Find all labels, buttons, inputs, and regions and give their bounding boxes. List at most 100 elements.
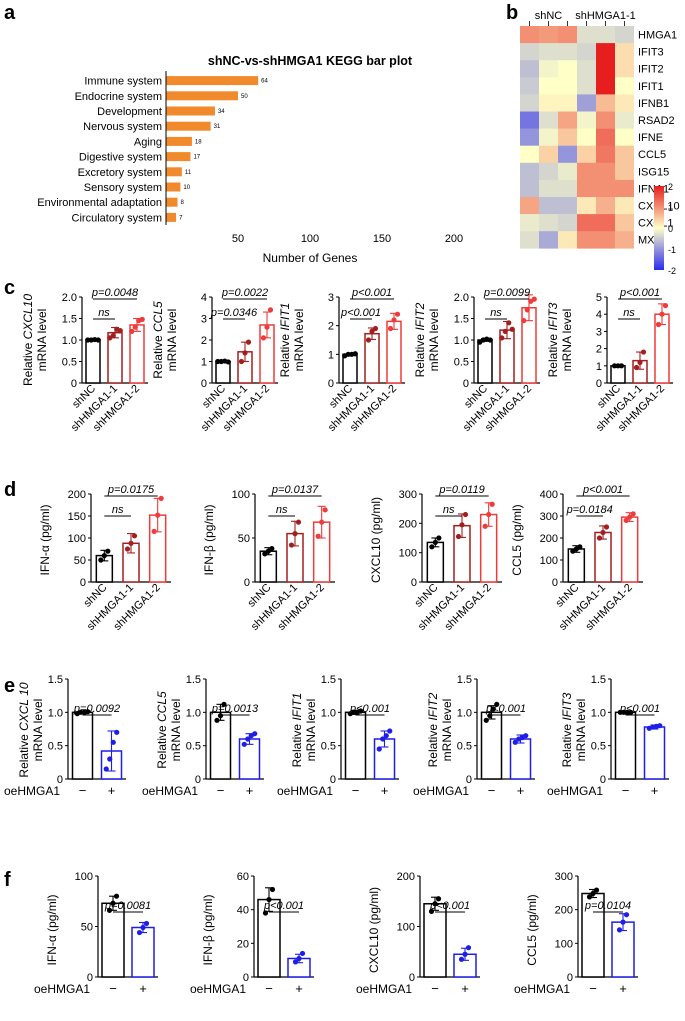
data-point: [531, 296, 537, 302]
y-axis-title-line1: Relative CCL5: [151, 301, 165, 379]
data-point: [262, 910, 269, 916]
data-point: [499, 335, 505, 341]
data-point: [140, 924, 146, 931]
heatmap-cell: [520, 197, 539, 215]
data-point: [383, 733, 389, 739]
group-title-oehmga1: oeHMGA1: [4, 784, 60, 798]
data-point: [103, 766, 109, 772]
heatmap-gene-label: IFIT1: [638, 81, 664, 93]
significance-label: p<0.001: [485, 703, 526, 715]
data-point: [260, 335, 267, 341]
group-sign: +: [295, 981, 303, 996]
significance-label: ns: [623, 307, 635, 319]
data-point: [494, 701, 500, 707]
data-point: [352, 351, 358, 357]
panel-label-d: d: [4, 479, 16, 501]
y-tick-label: 400: [540, 489, 558, 501]
data-point: [600, 529, 606, 536]
panel-a-kegg-bar-chart: shNC-vs-shHMGA1 KEGG bar plot Immune syst…: [37, 54, 463, 265]
y-axis-title-line2: mRNA level: [165, 309, 179, 372]
y-axis-title-line2: mRNA level: [292, 309, 306, 372]
heatmap-cell: [539, 60, 558, 78]
heatmap-cell: [596, 94, 615, 112]
y-tick-label: 40: [237, 905, 249, 917]
data-point: [655, 321, 662, 328]
data-point: [659, 311, 665, 317]
heatmap-cell: [558, 26, 577, 44]
y-axis-title-gene: CCL5: [155, 691, 169, 722]
y-tick-label: 2: [596, 344, 602, 356]
kegg-value-label: 31: [214, 124, 221, 130]
heatmap-cell: [615, 214, 634, 232]
heatmap-colorbar: [654, 186, 664, 270]
y-axis-title-line2: mRNA level: [169, 699, 183, 762]
kegg-category-label: Immune system: [84, 76, 162, 88]
bar: [342, 353, 358, 384]
data-point: [628, 709, 634, 715]
kegg-bar: [166, 182, 181, 192]
y-axis-title-gene: IFIT1: [278, 303, 292, 331]
data-point: [489, 501, 495, 507]
kegg-category-label: Environmental adaptation: [37, 197, 162, 209]
y-tick-label: 200: [540, 533, 558, 545]
heatmap-cell: [615, 162, 634, 181]
data-point: [95, 337, 101, 343]
data-point: [455, 533, 462, 540]
heatmap-cell: [577, 94, 596, 112]
data-point: [490, 706, 496, 712]
heatmap-cell: [539, 179, 558, 198]
heatmap-group-shhmga1: shHMGA1-1: [575, 10, 636, 22]
y-tick-label: 1.5: [186, 674, 201, 686]
data-point: [238, 358, 245, 365]
data-point: [432, 539, 438, 546]
kegg-x-tick-label: 50: [232, 233, 244, 245]
data-point: [131, 533, 138, 539]
y-tick-label: 0: [244, 577, 250, 589]
y-tick-label: 0: [201, 378, 207, 390]
heatmap-cell: [539, 214, 558, 232]
y-tick-label: 1: [328, 349, 334, 361]
y-axis-title: CCL5 (pg/ml): [525, 894, 539, 965]
data-point: [136, 929, 143, 936]
heatmap-cell: [577, 111, 596, 129]
kegg-bar: [166, 106, 215, 116]
bar: [209, 711, 232, 780]
group-title-oehmga1: oeHMGA1: [34, 982, 90, 996]
y-tick-label: 0: [71, 378, 77, 390]
y-axis-title-line1: Relative IFIT2: [426, 692, 440, 767]
y-tick-label: 60: [237, 871, 249, 883]
y-tick-label: 1.0: [457, 707, 472, 719]
data-point: [577, 544, 583, 550]
kegg-value-label: 18: [195, 139, 202, 145]
data-point: [98, 557, 104, 563]
panel-c-mrna-bar-charts: 00.51.01.52.0 p=0.0048nsshNCshHMGA1-1shHM…: [21, 287, 673, 434]
data-point: [524, 307, 530, 313]
panel-f-subplot: 0 50 100 p=0.0081 − + oeHMGA1 IFN-α (pg/ml): [34, 871, 158, 996]
y-tick-label: 100: [232, 489, 250, 501]
data-point: [593, 887, 600, 893]
data-point: [217, 713, 224, 719]
group-sign: −: [265, 981, 273, 996]
heatmap-cell: [615, 43, 634, 61]
y-tick-label: 300: [540, 511, 558, 523]
data-point: [459, 522, 465, 528]
bar: [131, 926, 155, 978]
y-axis-title-prefix: Relative: [560, 721, 574, 768]
data-point: [101, 553, 107, 559]
y-axis-title-gene: IFIT2: [413, 302, 427, 330]
kegg-bar: [166, 167, 182, 177]
y-tick-label: 0: [409, 972, 415, 984]
data-point: [117, 327, 123, 334]
y-axis-title-gene: IFIT3: [546, 302, 560, 330]
kegg-category-label: Aging: [134, 136, 162, 148]
heatmap-cell: [577, 128, 596, 146]
data-point: [269, 886, 276, 893]
heatmap-cell: [596, 231, 615, 249]
heatmap-cell: [596, 162, 615, 181]
y-tick-label: 1.5: [454, 314, 469, 326]
heatmap-cell: [539, 94, 558, 112]
y-tick-label: 1.0: [62, 335, 77, 347]
